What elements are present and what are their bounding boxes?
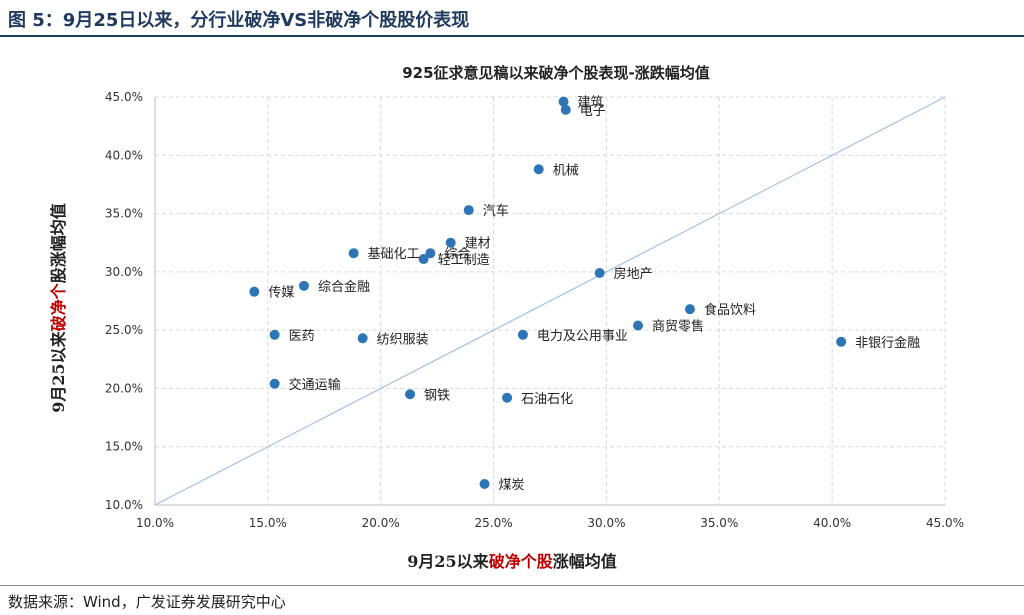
- y-axis-title-part: 股涨幅均值: [49, 203, 68, 283]
- data-point-label: 机械: [553, 163, 579, 178]
- data-points: [249, 96, 847, 490]
- data-point-label: 传媒: [268, 286, 294, 301]
- data-point: [463, 205, 474, 216]
- data-point-label: 建筑: [578, 95, 604, 111]
- source-note: 数据来源：Wind，广发证券发展研究中心: [8, 593, 286, 611]
- x-axis-title-accent: 破净个股: [488, 552, 553, 571]
- data-point-label: 食品饮料: [704, 302, 756, 318]
- x-tick-label: 45.0%: [926, 516, 964, 530]
- y-tick-label: 40.0%: [105, 148, 143, 162]
- figure-title: 图 5：9月25日以来，分行业破净VS非破净个股股价表现: [8, 10, 470, 31]
- y-tick-label: 20.0%: [105, 381, 143, 395]
- chart-title: 925征求意见稿以来破净个股表现-涨跌幅均值: [402, 64, 710, 82]
- data-point: [479, 479, 490, 490]
- y-axis-title-accent: 破净个: [49, 282, 68, 331]
- data-point-label: 电子: [580, 104, 606, 119]
- x-axis-title-part: 涨幅均值: [552, 552, 617, 571]
- grid-lines: [155, 96, 946, 505]
- x-tick-label: 40.0%: [813, 516, 851, 530]
- reference-line: [154, 96, 946, 506]
- data-point: [836, 336, 847, 347]
- data-point-label: 非银行金融: [855, 335, 920, 351]
- x-tick-label: 20.0%: [362, 516, 400, 530]
- x-tick-label: 15.0%: [249, 516, 287, 530]
- data-point: [684, 304, 695, 315]
- data-point-label: 基础化工: [368, 247, 420, 262]
- data-point-label: 房地产: [614, 266, 653, 282]
- axes: [154, 97, 945, 506]
- y-tick-label: 25.0%: [105, 323, 143, 337]
- x-tick-label: 10.0%: [136, 516, 174, 530]
- y-tick-label: 15.0%: [105, 440, 143, 454]
- x-axis-title: 9月25以来破净个股涨幅均值: [0, 548, 1024, 572]
- data-point-label: 煤炭: [499, 478, 525, 493]
- data-point: [633, 320, 644, 331]
- y-tick-label: 30.0%: [105, 265, 143, 279]
- data-point-label: 电力及公用事业: [537, 329, 628, 344]
- title-divider: [0, 35, 1024, 37]
- y-tick-label: 45.0%: [105, 90, 143, 104]
- data-point: [445, 237, 456, 248]
- y-tick-label: 35.0%: [105, 207, 143, 221]
- data-point-label: 轻工制造: [438, 253, 490, 268]
- data-point: [517, 329, 528, 340]
- data-point-label: 综合: [444, 247, 470, 262]
- scatter-chart: 925征求意见稿以来破净个股表现-涨跌幅均值 10.0% 15.0% 20.0% 25…: [105, 64, 964, 530]
- svg-text:9月25以来破净个股涨幅均值: 9月25以来破净个股涨幅均值: [49, 203, 68, 412]
- data-point-label: 汽车: [483, 203, 509, 219]
- y-axis-title: 9月25以来破净个股涨幅均值: [44, 168, 84, 448]
- tick-labels: 10.0% 15.0% 20.0% 25.0% 30.0% 35.0% 40.0% 45.0%…: [105, 90, 964, 530]
- data-point: [502, 392, 513, 403]
- data-point: [558, 96, 569, 107]
- data-point-label: 医药: [289, 329, 315, 344]
- data-point-label: 纺织服装: [377, 332, 429, 347]
- data-point: [418, 254, 429, 265]
- x-tick-label: 35.0%: [700, 516, 738, 530]
- x-tick-label: 25.0%: [475, 516, 513, 530]
- data-point: [348, 248, 359, 259]
- data-point-label: 钢铁: [424, 388, 450, 403]
- data-point: [405, 389, 416, 400]
- data-point: [560, 104, 571, 115]
- data-point: [249, 286, 260, 297]
- data-point-label: 石油石化: [521, 392, 573, 407]
- data-point-label: 建材: [465, 237, 491, 252]
- data-point: [594, 268, 605, 279]
- data-point-label: 交通运输: [289, 377, 341, 393]
- data-point: [357, 333, 368, 344]
- source-divider: [0, 585, 1024, 586]
- data-point: [269, 378, 280, 389]
- data-point: [425, 248, 436, 259]
- y-tick-label: 10.0%: [105, 498, 143, 512]
- data-point: [533, 164, 544, 175]
- data-point-label: 商贸零售: [652, 318, 704, 334]
- data-point: [269, 329, 280, 340]
- x-tick-label: 30.0%: [587, 516, 625, 530]
- x-axis-title-part: 9月25以来: [407, 552, 489, 571]
- y-axis-title-part: 9月25以来: [49, 330, 68, 412]
- data-point: [298, 280, 309, 291]
- data-point-label: 综合金融: [318, 279, 370, 295]
